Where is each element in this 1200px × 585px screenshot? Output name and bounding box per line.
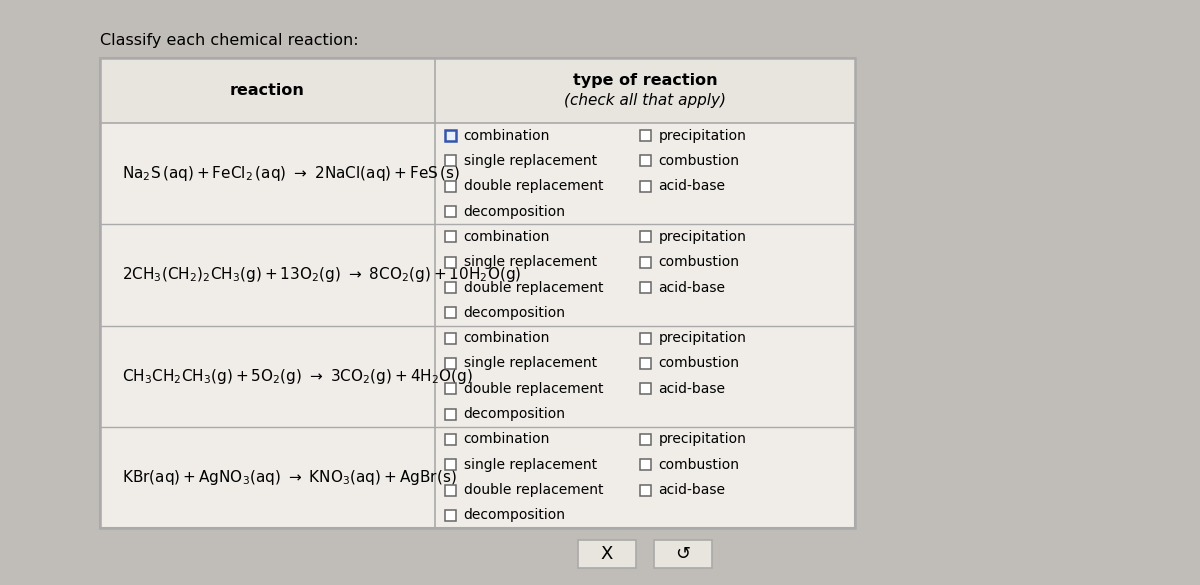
Bar [640,358,650,369]
Bar [640,257,650,268]
Text: combination: combination [463,331,550,345]
Text: acid-base: acid-base [659,281,726,294]
Text: single replacement: single replacement [463,255,596,269]
Text: $\mathrm{2CH_3(CH_2)_2CH_3(g) + 13O_2(g)\ \rightarrow\ 8CO_2(g) + 10H_2O(g)}$: $\mathrm{2CH_3(CH_2)_2CH_3(g) + 13O_2(g)… [122,266,521,284]
Text: combustion: combustion [659,457,739,472]
Text: combustion: combustion [659,356,739,370]
Bar [100,58,854,528]
Bar [444,434,456,445]
Bar [640,459,650,470]
Bar [640,232,650,242]
Bar [654,540,712,568]
Text: combination: combination [463,230,550,244]
Text: precipitation: precipitation [659,432,746,446]
Text: decomposition: decomposition [463,205,565,219]
Text: $\mathrm{Na_2S\,(aq) + FeCl_2\,(aq)\ \rightarrow\ 2NaCl(aq) + FeS\,(s)}$: $\mathrm{Na_2S\,(aq) + FeCl_2\,(aq)\ \ri… [122,164,460,183]
Text: single replacement: single replacement [463,457,596,472]
Bar [444,408,456,419]
Text: acid-base: acid-base [659,483,726,497]
Bar [444,333,456,343]
Bar [640,434,650,445]
Bar [444,510,456,521]
Text: double replacement: double replacement [463,483,604,497]
Text: X: X [601,545,613,563]
Bar [444,257,456,268]
Bar [640,130,650,141]
Text: type of reaction: type of reaction [572,74,718,88]
Text: combination: combination [463,432,550,446]
Text: $\mathrm{CH_3CH_2CH_3(g) + 5O_2(g)\ \rightarrow\ 3CO_2(g) + 4H_2O(g)}$: $\mathrm{CH_3CH_2CH_3(g) + 5O_2(g)\ \rig… [122,367,473,386]
Text: precipitation: precipitation [659,129,746,143]
Text: single replacement: single replacement [463,356,596,370]
Bar [640,333,650,343]
Text: Classify each chemical reaction:: Classify each chemical reaction: [100,33,359,47]
Text: combustion: combustion [659,255,739,269]
Bar [444,484,456,495]
Bar [444,206,456,217]
Text: precipitation: precipitation [659,331,746,345]
Text: precipitation: precipitation [659,230,746,244]
Bar [640,484,650,495]
Bar [100,58,854,528]
Text: $\mathrm{KBr(aq) + AgNO_3(aq)\ \rightarrow\ KNO_3(aq) + AgBr(s)}$: $\mathrm{KBr(aq) + AgNO_3(aq)\ \rightarr… [122,468,457,487]
Text: decomposition: decomposition [463,407,565,421]
Bar [444,307,456,318]
Text: single replacement: single replacement [463,154,596,168]
Text: decomposition: decomposition [463,508,565,522]
Bar [444,130,456,141]
Bar [578,540,636,568]
Text: combustion: combustion [659,154,739,168]
Bar [444,459,456,470]
Bar [444,156,456,167]
Text: acid-base: acid-base [659,179,726,193]
Bar [444,282,456,293]
Bar [444,232,456,242]
Bar [640,282,650,293]
Bar [640,156,650,167]
Text: double replacement: double replacement [463,179,604,193]
Text: acid-base: acid-base [659,382,726,396]
Text: combination: combination [463,129,550,143]
Text: double replacement: double replacement [463,281,604,294]
Text: reaction: reaction [230,83,305,98]
Bar [444,358,456,369]
Text: ↺: ↺ [676,545,690,563]
Bar [640,181,650,192]
Text: double replacement: double replacement [463,382,604,396]
Bar [444,383,456,394]
Bar [640,383,650,394]
Text: decomposition: decomposition [463,306,565,320]
Bar [100,58,854,123]
Text: (check all that apply): (check all that apply) [564,92,726,108]
Bar [444,181,456,192]
